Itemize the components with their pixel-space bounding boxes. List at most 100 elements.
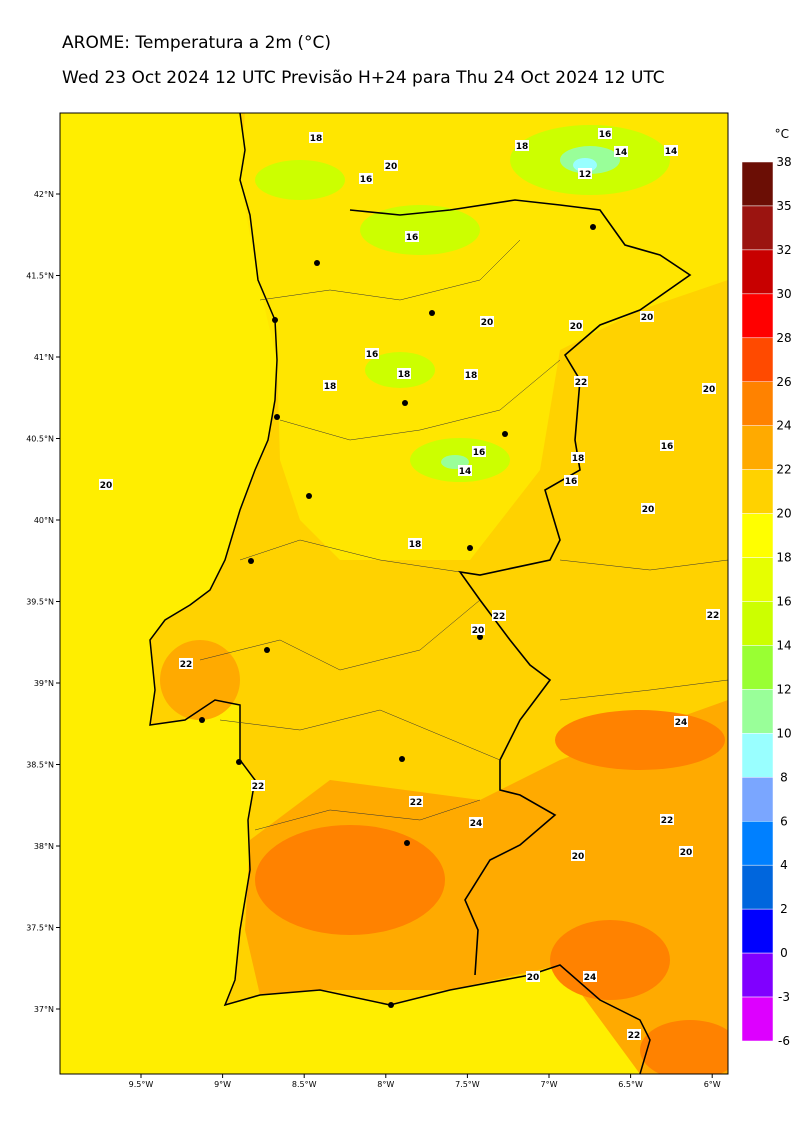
colorbar-tick-label: -3 xyxy=(778,990,790,1004)
contour-label-bg xyxy=(323,380,337,391)
contour-label: 20 xyxy=(570,322,583,332)
contour-label-bg xyxy=(359,173,373,184)
colorbar-swatch xyxy=(741,205,774,251)
colorbar-tick-label: 30 xyxy=(776,287,791,301)
contour-label: 20 xyxy=(527,973,540,983)
contour-label: 22 xyxy=(575,378,588,388)
lon-label: 6°W xyxy=(704,1080,721,1089)
colorbar-swatch xyxy=(741,293,774,339)
title: AROME: Temperatura a 2m (°C) xyxy=(62,33,331,53)
contour-label-bg xyxy=(472,446,486,457)
contour-label-bg xyxy=(614,146,628,157)
contour-label-bg xyxy=(571,850,585,861)
contour-label-bg xyxy=(469,817,483,828)
contour-label: 20 xyxy=(642,505,655,515)
contour-label-bg xyxy=(564,475,578,486)
colorbar-tick-label: 22 xyxy=(776,463,791,477)
lat-label: 40.5°N xyxy=(26,435,54,444)
contour-label: 16 xyxy=(599,130,612,140)
colorbar-swatch xyxy=(741,952,774,998)
colorbar-tick-label: 12 xyxy=(776,682,791,696)
colorbar-swatch xyxy=(741,996,774,1042)
contour-label: 22 xyxy=(707,611,720,621)
colorbar-swatch xyxy=(741,337,774,382)
colorbar-tick-label: -6 xyxy=(778,1034,790,1048)
lat-label: 41°N xyxy=(34,353,54,362)
contour-label-bg xyxy=(492,610,506,621)
contour-label: 20 xyxy=(481,318,494,328)
lat-label: 39°N xyxy=(34,679,54,688)
contour-label-bg xyxy=(660,440,674,451)
colorbar-tick-label: 6 xyxy=(780,814,788,828)
contour-label-bg xyxy=(574,376,588,387)
contour-label-bg xyxy=(365,348,379,359)
contour-label: 14 xyxy=(615,148,628,158)
colorbar-tick-label: 2 xyxy=(780,902,788,916)
colorbar-swatch xyxy=(741,557,774,602)
lon-label: 6.5°W xyxy=(618,1080,643,1089)
contour-label: 24 xyxy=(470,819,483,829)
contour-label: 18 xyxy=(310,134,323,144)
contour-label-bg xyxy=(640,311,654,322)
colorbar-swatch xyxy=(741,513,774,558)
contour-label-bg xyxy=(641,503,655,514)
colorbar-tick-label: 35 xyxy=(776,199,791,213)
contour-label: 18 xyxy=(398,370,411,380)
colorbar-swatch xyxy=(741,908,774,954)
colorbar-swatch xyxy=(741,733,774,778)
contour-label-bg xyxy=(706,609,720,620)
contour-label: 18 xyxy=(324,382,337,392)
contour-label-bg xyxy=(480,316,494,327)
contour-label: 20 xyxy=(703,385,716,395)
contour-label-bg xyxy=(515,140,529,151)
lon-label: 9.5°W xyxy=(129,1080,154,1089)
colorbar-swatch xyxy=(741,425,774,470)
lon-label: 8.5°W xyxy=(292,1080,317,1089)
colorbar-tick-label: 32 xyxy=(776,243,791,257)
contour-label: 14 xyxy=(459,467,472,477)
colorbar-swatch xyxy=(741,821,774,866)
contour-label-bg xyxy=(408,538,422,549)
colorbar-swatch xyxy=(741,469,774,514)
contour-label: 22 xyxy=(628,1031,641,1041)
colorbar-tick-label: 14 xyxy=(776,638,791,652)
colorbar-tick-label: 16 xyxy=(776,595,791,609)
contour-label: 16 xyxy=(661,442,674,452)
colorbar-swatch xyxy=(741,161,774,207)
colorbar-tick-label: 4 xyxy=(780,858,788,872)
map-frame xyxy=(59,112,729,1075)
colorbar-swatch xyxy=(741,249,774,295)
contour-label-bg xyxy=(578,168,592,179)
lon-label: 7.5°W xyxy=(455,1080,480,1089)
contour-label: 20 xyxy=(472,626,485,636)
colorbar-tick-label: 0 xyxy=(780,946,788,960)
contour-label: 20 xyxy=(641,313,654,323)
contour-label-bg xyxy=(99,479,113,490)
contour-label: 12 xyxy=(579,170,592,180)
contour-label-bg xyxy=(309,132,323,143)
colorbar-tick-label: 38 xyxy=(776,155,791,169)
colorbar-tick-label: 24 xyxy=(776,419,791,433)
contour-label-bg xyxy=(598,128,612,139)
colorbar-swatch xyxy=(741,645,774,690)
colorbar-tick-label: 18 xyxy=(776,551,791,565)
contour-label: 22 xyxy=(180,660,193,670)
contour-label: 16 xyxy=(473,448,486,458)
contour-label-bg xyxy=(179,658,193,669)
contour-label: 24 xyxy=(675,718,688,728)
colorbar-swatch xyxy=(741,381,774,426)
contour-label: 22 xyxy=(252,782,265,792)
contour-label-bg xyxy=(397,368,411,379)
contour-label-bg xyxy=(679,846,693,857)
colorbar-tick-label: 20 xyxy=(776,507,791,521)
contour-label: 20 xyxy=(100,481,113,491)
contour-label: 16 xyxy=(360,175,373,185)
contour-label-bg xyxy=(464,369,478,380)
contour-label: 18 xyxy=(409,540,422,550)
contour-label-bg xyxy=(458,465,472,476)
lon-label: 8°W xyxy=(377,1080,394,1089)
lat-label: 38.5°N xyxy=(26,761,54,770)
